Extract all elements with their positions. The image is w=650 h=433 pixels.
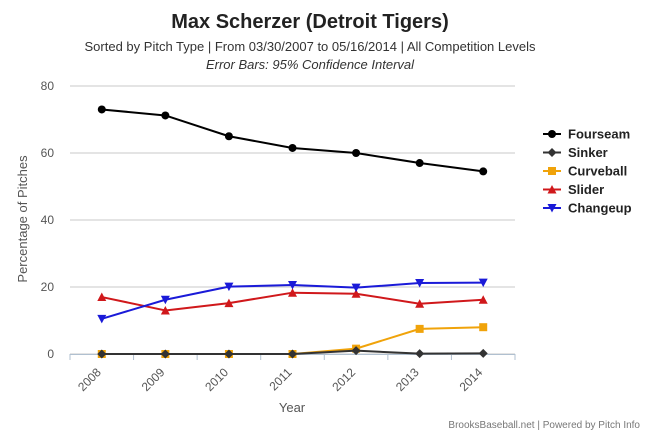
- data-point-changeup: [415, 278, 425, 288]
- chart-title: Max Scherzer (Detroit Tigers): [171, 11, 449, 33]
- data-point-sinker: [288, 349, 297, 359]
- y-tick-label: 40: [41, 213, 55, 227]
- x-tick-label: 2009: [139, 365, 168, 394]
- data-point-sinker: [415, 349, 425, 359]
- y-tick-label: 20: [41, 280, 55, 294]
- series-changeup: [97, 278, 488, 324]
- series-line-fourseam: [101, 108, 484, 173]
- data-point-sinker: [224, 349, 234, 359]
- data-point-curveball: [479, 323, 488, 332]
- data-point-fourseam: [415, 159, 424, 168]
- data-point-fourseam: [161, 111, 170, 120]
- chart-error-bars-note: Error Bars: 95% Confidence Interval: [206, 57, 415, 72]
- legend-marker: [547, 185, 557, 194]
- data-point-slider: [351, 289, 361, 298]
- data-point-fourseam: [288, 143, 297, 152]
- y-tick-label: 60: [41, 146, 55, 160]
- legend-item-sinker[interactable]: Sinker: [543, 145, 608, 160]
- data-point-changeup: [160, 295, 170, 305]
- legend-label: Sinker: [568, 145, 608, 160]
- data-point-curveball: [415, 324, 424, 333]
- x-tick-label: 2012: [329, 365, 358, 394]
- x-tick-label: 2013: [393, 365, 422, 394]
- data-point-slider: [224, 298, 234, 308]
- data-point-fourseam: [97, 105, 106, 114]
- data-point-slider: [160, 305, 170, 315]
- legend-marker: [548, 167, 556, 175]
- legend-label: Curveball: [568, 164, 627, 179]
- data-point-sinker: [160, 349, 170, 359]
- legend-label: Fourseam: [568, 127, 630, 142]
- legend-marker: [548, 130, 556, 138]
- data-point-sinker: [478, 348, 488, 358]
- legend-marker: [547, 148, 557, 157]
- legend-label: Changeup: [568, 201, 632, 216]
- y-tick-label: 80: [41, 79, 55, 93]
- series-sinker: [97, 346, 488, 359]
- x-tick-label: 2008: [75, 365, 104, 394]
- legend-item-curveball[interactable]: Curveball: [543, 164, 627, 179]
- legend-item-slider[interactable]: Slider: [543, 182, 604, 197]
- data-point-changeup: [351, 283, 361, 293]
- data-point-slider: [288, 288, 297, 297]
- data-point-fourseam: [352, 149, 361, 157]
- x-axis-title: Year: [279, 400, 306, 415]
- data-point-changeup: [224, 282, 234, 292]
- chart-credits: BrooksBaseball.net | Powered by Pitch In…: [448, 420, 640, 431]
- series-slider: [97, 288, 488, 315]
- x-tick-label: 2011: [266, 365, 294, 393]
- y-tick-label: 0: [47, 347, 54, 361]
- legend-label: Slider: [568, 182, 604, 197]
- data-point-sinker: [97, 349, 107, 359]
- x-tick-label: 2014: [457, 365, 486, 394]
- data-point-changeup: [288, 280, 297, 290]
- data-point-slider: [415, 299, 425, 308]
- series-fourseam: [97, 105, 488, 176]
- data-point-changeup: [478, 278, 488, 288]
- data-point-sinker: [351, 346, 361, 356]
- legend-marker: [547, 204, 557, 213]
- data-point-fourseam: [479, 167, 488, 176]
- data-point-slider: [97, 292, 107, 302]
- data-point-slider: [478, 295, 488, 304]
- y-axis-title: Percentage of Pitches: [15, 155, 30, 283]
- data-point-changeup: [97, 314, 107, 324]
- legend-item-changeup[interactable]: Changeup: [543, 201, 632, 216]
- legend-item-fourseam[interactable]: Fourseam: [543, 127, 630, 142]
- chart-subtitle: Sorted by Pitch Type | From 03/30/2007 t…: [85, 39, 536, 54]
- x-tick-label: 2010: [202, 365, 231, 394]
- data-point-fourseam: [224, 132, 233, 141]
